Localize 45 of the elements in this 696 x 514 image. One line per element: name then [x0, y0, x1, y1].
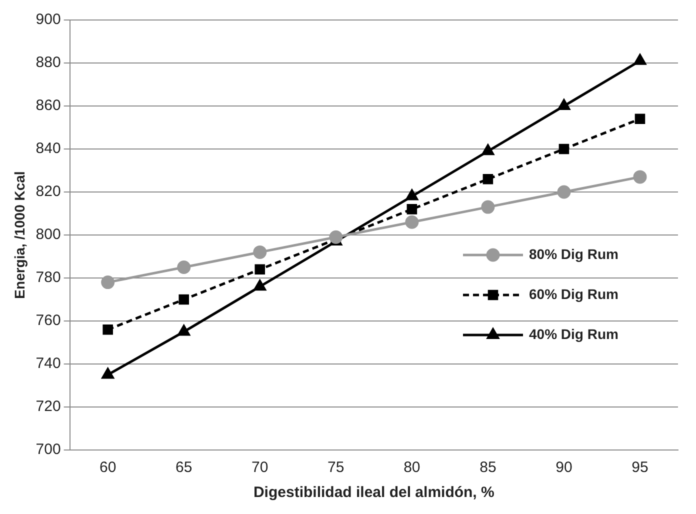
y-tick-label: 860 [36, 97, 61, 114]
point [634, 54, 646, 65]
y-tick-label: 780 [36, 269, 61, 286]
point [102, 324, 113, 335]
point [633, 170, 647, 184]
x-tick-label: 75 [328, 459, 344, 476]
x-tick-label: 80 [404, 459, 420, 476]
point [177, 260, 191, 274]
legend-label: 60% Dig Rum [529, 286, 618, 302]
legend-label: 80% Dig Rum [529, 246, 618, 262]
point [101, 276, 115, 290]
point [405, 215, 419, 229]
x-tick-label: 85 [480, 459, 496, 476]
y-tick-label: 740 [36, 355, 61, 372]
point [253, 245, 267, 259]
y-tick-label: 820 [36, 183, 61, 200]
point [634, 114, 646, 124]
y-tick-label: 700 [36, 441, 61, 458]
point [406, 190, 418, 200]
y-tick-label: 840 [36, 140, 61, 158]
point [254, 264, 266, 275]
x-tick-label: 70 [252, 459, 268, 476]
legend-label: 40% Dig Rum [529, 326, 618, 342]
y-tick-label: 900 [36, 11, 61, 28]
x-tick-label: 60 [99, 459, 116, 476]
y-tick-label: 880 [36, 54, 61, 72]
y-tick-label: 760 [36, 312, 61, 330]
x-axis-title: Digestibilidad ileal del almidón, % [253, 484, 494, 502]
x-tick-label: 95 [632, 459, 648, 476]
point [178, 294, 189, 305]
point [254, 280, 266, 291]
point [558, 99, 570, 110]
point [481, 200, 495, 214]
point [482, 144, 494, 156]
point [102, 368, 114, 379]
x-tick-label: 65 [176, 459, 192, 476]
x-tick-label: 90 [556, 459, 572, 476]
point [557, 185, 571, 199]
y-tick-label: 800 [36, 226, 61, 244]
point [482, 174, 494, 184]
y-axis-title: Energia, /1000 Kcal [11, 171, 28, 299]
y-tick-label: 720 [36, 398, 61, 416]
point [178, 325, 190, 336]
point [406, 204, 418, 214]
point [558, 144, 570, 154]
